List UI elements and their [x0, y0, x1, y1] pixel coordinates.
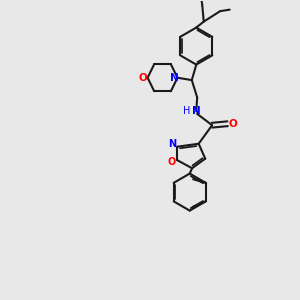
Text: O: O — [167, 157, 175, 166]
Text: O: O — [229, 119, 237, 129]
Text: H: H — [183, 106, 190, 116]
Text: O: O — [138, 73, 147, 83]
Text: N: N — [169, 73, 178, 83]
Text: N: N — [168, 139, 176, 149]
Text: N: N — [192, 106, 200, 116]
